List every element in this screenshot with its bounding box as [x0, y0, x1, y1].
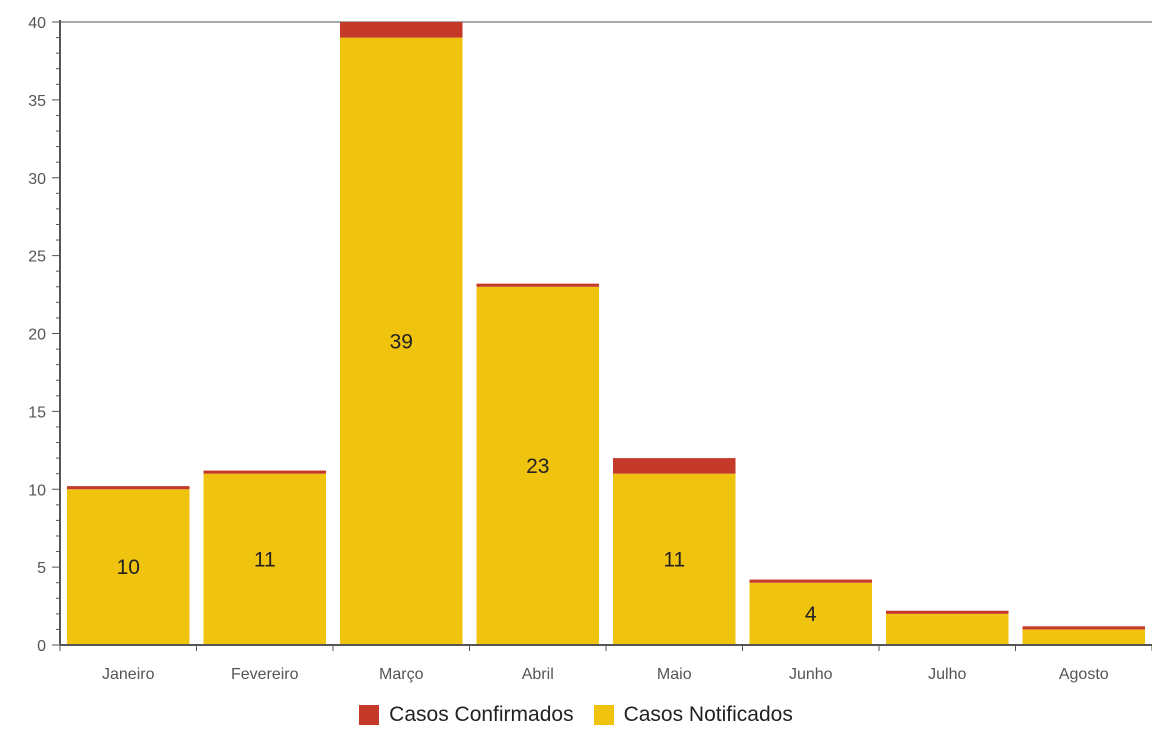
y-axis: 0 5 10 15 20 25 30 35 40	[28, 15, 1152, 655]
data-labels: 10 11 39 23 11 4	[117, 330, 817, 626]
bar-confirmados-maio[interactable]	[613, 458, 736, 474]
bars	[67, 22, 1145, 645]
bar-notificados-junho[interactable]	[749, 582, 873, 645]
bar-notificados-abril[interactable]	[476, 286, 600, 645]
data-label-maio: 11	[663, 548, 685, 571]
bar-confirmados-março[interactable]	[340, 22, 463, 38]
legend-item-notificados[interactable]: Casos Notificados	[593, 703, 793, 727]
bar-chart: 0 5 10 15 20 25 30 35 40 10 11 39 23 11 4 Janeiro Feve…	[28, 15, 1152, 683]
legend-item-confirmados[interactable]: Casos Confirmados	[359, 703, 574, 727]
legend-swatch-confirmados	[359, 705, 380, 725]
y-tick-label: 40	[28, 15, 46, 32]
bar-confirmados-agosto[interactable]	[1022, 626, 1146, 630]
x-axis: Janeiro Fevereiro Março Abril Maio Junho Julho…	[59, 644, 1152, 683]
x-tick-label-janeiro: Janeiro	[102, 666, 155, 683]
bar-notificados-maio[interactable]	[613, 473, 736, 645]
data-label-março: 39	[390, 330, 413, 353]
y-tick-label: 0	[37, 638, 46, 655]
legend-label-confirmados: Casos Confirmados	[389, 703, 574, 726]
x-tick-label-junho: Junho	[789, 666, 833, 683]
bar-confirmados-janeiro[interactable]	[67, 486, 190, 490]
data-label-abril: 23	[526, 455, 549, 478]
bar-confirmados-julho[interactable]	[886, 610, 1009, 614]
y-tick-label: 35	[28, 93, 46, 110]
bar-confirmados-fevereiro[interactable]	[203, 470, 327, 474]
x-tick-label-maio: Maio	[657, 666, 692, 683]
y-tick-label: 10	[28, 482, 46, 499]
y-tick-label: 25	[28, 249, 46, 266]
bar-notificados-fevereiro[interactable]	[203, 473, 327, 645]
bar-notificados-março[interactable]	[340, 37, 463, 645]
x-tick-label-julho: Julho	[928, 666, 966, 683]
y-tick-label: 15	[28, 404, 46, 421]
bar-confirmados-abril[interactable]	[476, 283, 600, 287]
data-label-junho: 4	[805, 603, 817, 626]
bar-notificados-agosto[interactable]	[1022, 629, 1146, 645]
legend: Casos Confirmados Casos Notificados	[0, 703, 1152, 727]
y-tick-label: 5	[37, 560, 46, 577]
data-label-janeiro: 10	[117, 556, 140, 579]
y-tick-label: 30	[28, 171, 46, 188]
y-tick-label: 20	[28, 327, 46, 344]
x-tick-label-agosto: Agosto	[1059, 666, 1109, 683]
bar-confirmados-junho[interactable]	[749, 579, 873, 583]
x-tick-label-fevereiro: Fevereiro	[231, 666, 299, 683]
legend-label-notificados: Casos Notificados	[623, 703, 793, 726]
x-tick-label-março: Março	[379, 666, 424, 683]
data-label-fevereiro: 11	[254, 548, 276, 571]
bar-notificados-janeiro[interactable]	[67, 489, 190, 645]
legend-swatch-notificados	[593, 705, 614, 725]
x-tick-label-abril: Abril	[522, 666, 554, 683]
bar-notificados-julho[interactable]	[886, 613, 1009, 645]
